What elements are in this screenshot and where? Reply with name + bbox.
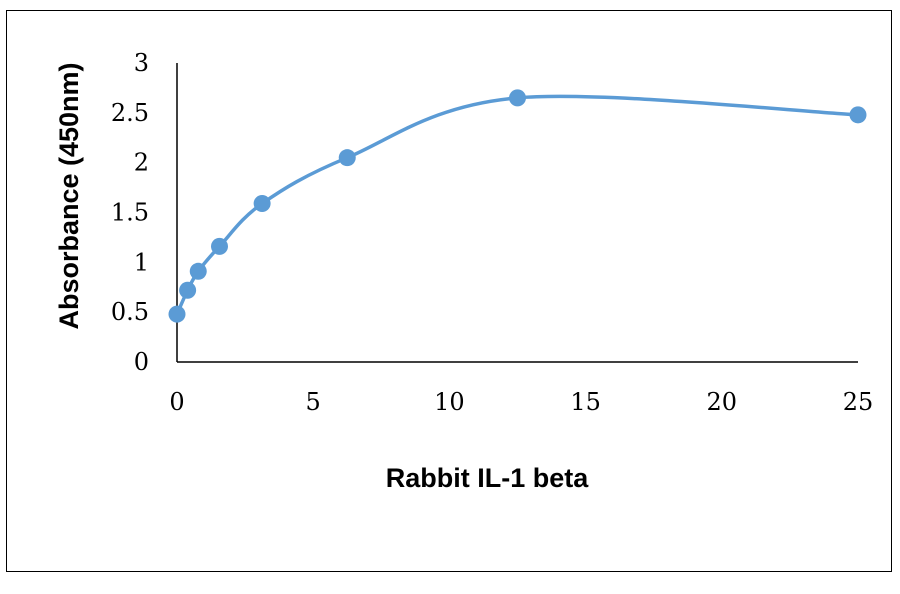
x-tick-label: 0	[169, 388, 184, 416]
x-axis-title: Rabbit IL-1 beta	[386, 463, 589, 493]
chart-frame	[6, 10, 892, 572]
data-point	[849, 106, 867, 124]
data-point	[509, 89, 526, 107]
y-tick-label: 2.5	[111, 99, 149, 127]
data-point	[179, 281, 197, 299]
y-tick-label: 1.5	[111, 199, 149, 227]
x-tick-label: 25	[843, 388, 874, 416]
y-tick-label: 1	[134, 248, 149, 276]
y-axis-title: Absorbance (450nm)	[54, 62, 84, 329]
x-tick-label: 10	[434, 388, 465, 416]
y-tick-label: 0.5	[111, 298, 149, 326]
y-tick-label: 2	[134, 149, 149, 177]
data-point	[168, 305, 186, 323]
y-tick-label: 0	[134, 348, 149, 376]
data-point	[338, 149, 356, 167]
data-point	[253, 195, 271, 213]
series-line	[175, 94, 860, 316]
x-tick-labels: 0 5 10 15 20 25	[169, 388, 873, 416]
x-tick-label: 20	[707, 388, 738, 416]
y-tick-labels: 0 0.5 1 1.5 2 2.5 3	[111, 49, 149, 376]
x-tick-label: 5	[306, 388, 321, 416]
data-point	[189, 262, 207, 280]
series-layer	[168, 89, 867, 323]
y-tick-label: 3	[134, 49, 149, 77]
data-point	[210, 237, 228, 255]
x-tick-label: 15	[570, 388, 601, 416]
